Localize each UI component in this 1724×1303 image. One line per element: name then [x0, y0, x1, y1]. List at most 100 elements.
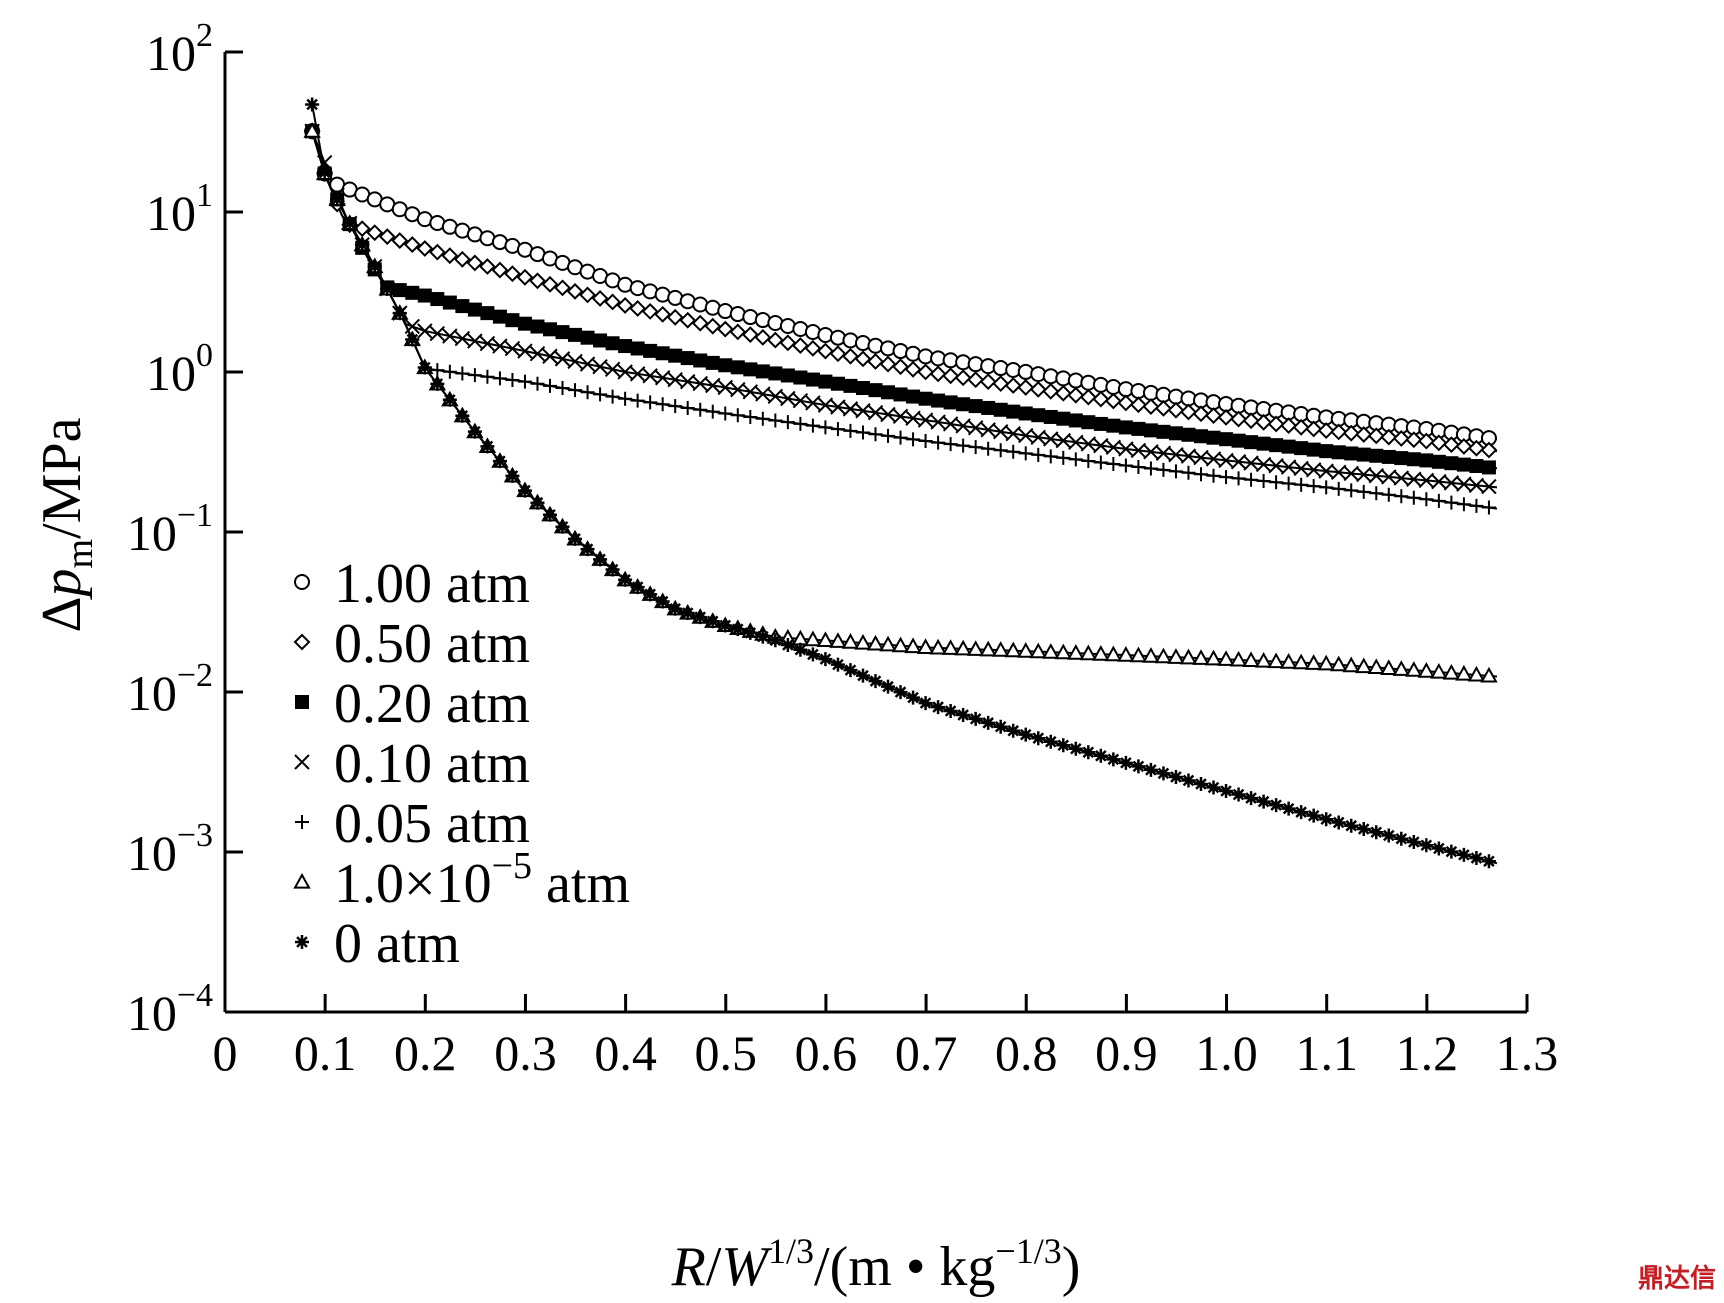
data-point	[604, 293, 622, 311]
data-point	[455, 408, 470, 423]
data-point	[480, 439, 495, 454]
data-point	[1418, 472, 1435, 489]
data-point	[655, 397, 670, 412]
data-point	[718, 406, 733, 421]
data-point	[693, 353, 708, 368]
data-point	[942, 367, 960, 385]
data-point	[1155, 445, 1172, 461]
data-point	[1380, 659, 1398, 675]
data-point	[867, 353, 884, 370]
data-point	[378, 228, 396, 246]
data-point	[804, 630, 822, 647]
data-point	[1456, 497, 1471, 512]
data-point	[1467, 665, 1486, 682]
data-point	[993, 719, 1008, 734]
data-point	[1029, 642, 1047, 659]
data-point	[618, 572, 633, 587]
data-point	[1280, 417, 1298, 435]
x-tick-label: 1.1	[1295, 1025, 1358, 1081]
ticks: 0 0.1 0.2 0.3 0.4 0.5 0.6 0.7 0.8 0.9 1.0 1.1 1.2 1.3…	[127, 17, 1558, 1081]
data-point	[1344, 483, 1359, 498]
data-point	[330, 192, 345, 207]
data-point	[668, 348, 683, 363]
data-point	[1167, 401, 1185, 419]
data-point	[1356, 447, 1371, 462]
data-point	[567, 353, 583, 370]
data-point	[1054, 643, 1072, 660]
data-point	[1481, 500, 1496, 515]
data-point	[1230, 454, 1247, 470]
data-point	[630, 393, 645, 408]
data-point	[855, 381, 870, 396]
data-point	[792, 392, 809, 409]
data-point	[403, 236, 421, 253]
data-point	[1118, 755, 1133, 770]
data-point	[380, 281, 395, 296]
data-point	[441, 247, 459, 265]
data-point	[843, 378, 858, 393]
data-point	[780, 637, 795, 652]
data-point	[1067, 386, 1085, 404]
data-point	[1431, 493, 1446, 508]
x-tick-label: 0	[213, 1025, 238, 1081]
data-point	[1281, 801, 1296, 816]
data-point	[505, 313, 520, 328]
data-point	[530, 319, 545, 334]
legend-label: 0.10 atm	[334, 733, 530, 795]
data-point	[855, 668, 870, 683]
data-point	[743, 409, 758, 424]
data-point	[1230, 410, 1247, 428]
data-point	[618, 391, 633, 406]
data-point	[579, 286, 596, 304]
data-point	[1306, 479, 1321, 494]
data-point	[704, 317, 722, 335]
data-point	[1356, 484, 1371, 499]
data-point	[916, 638, 935, 654]
data-point	[629, 300, 647, 317]
data-point	[1093, 748, 1108, 763]
data-point	[1393, 470, 1410, 486]
data-point	[1331, 481, 1346, 496]
x-tick-label: 0.5	[695, 1025, 758, 1081]
legend-label: 0.20 atm	[334, 673, 530, 735]
data-point	[1394, 489, 1409, 504]
data-point	[1469, 851, 1484, 866]
data-point	[1118, 441, 1134, 457]
data-point	[1156, 766, 1171, 781]
x-tick-label: 0.7	[895, 1025, 958, 1081]
data-point	[568, 383, 583, 398]
data-point	[455, 299, 470, 314]
data-point	[1442, 663, 1461, 680]
data-point	[1355, 426, 1373, 443]
data-point	[1381, 469, 1397, 485]
data-point	[1406, 452, 1421, 467]
data-point	[542, 348, 558, 364]
data-point	[793, 642, 808, 657]
data-point	[1068, 452, 1083, 467]
data-point	[1279, 653, 1298, 669]
data-point	[1156, 424, 1171, 439]
data-point	[1092, 390, 1110, 408]
data-point	[805, 647, 820, 662]
data-point	[679, 311, 697, 329]
data-point	[804, 339, 822, 357]
data-point	[1142, 647, 1160, 663]
data-point	[1480, 666, 1498, 683]
legend-marker-diamond	[293, 633, 311, 651]
data-point	[1419, 492, 1434, 507]
data-point	[992, 375, 1010, 392]
data-point	[417, 323, 433, 339]
data-point	[1330, 655, 1348, 672]
data-point	[1481, 854, 1496, 869]
data-point	[854, 350, 872, 368]
data-point	[1243, 455, 1259, 471]
data-point	[1017, 642, 1035, 658]
data-point	[1043, 734, 1058, 749]
data-point	[730, 381, 746, 398]
data-point	[492, 309, 507, 324]
data-point	[1006, 404, 1021, 419]
data-point	[918, 434, 933, 449]
data-point	[1143, 423, 1158, 438]
data-point	[1018, 406, 1033, 421]
data-point	[643, 395, 658, 410]
